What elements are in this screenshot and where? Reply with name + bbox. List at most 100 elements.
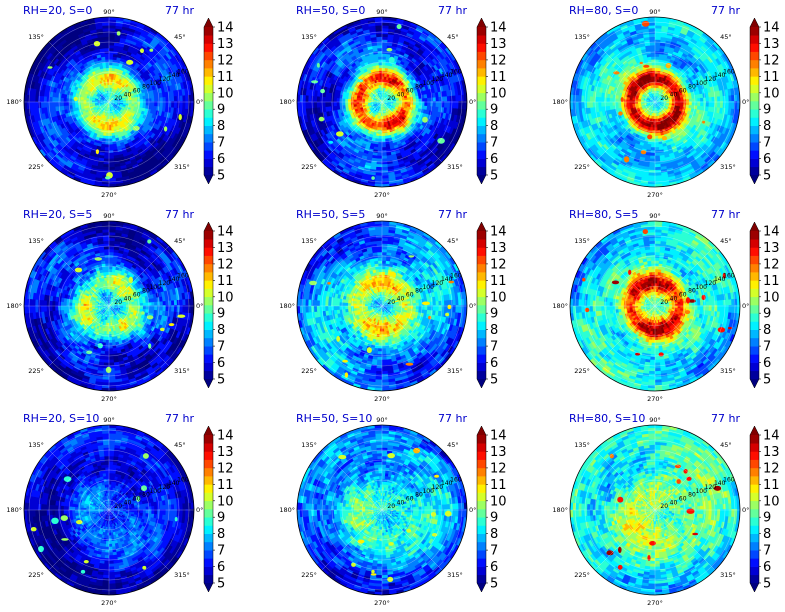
colorbar-tick-label: 13: [763, 37, 780, 52]
colorbar-band: [204, 574, 213, 584]
colorbar-tick-label: 8: [490, 323, 498, 338]
colorbar-tick-label: 12: [217, 53, 234, 68]
colorbar-tick-label: 6: [217, 560, 225, 575]
colorbar-band: [204, 150, 213, 159]
colorbar-tick-label: 13: [217, 241, 234, 256]
colorbar-band: [477, 484, 486, 493]
colorbar-tick-label: 9: [763, 307, 771, 322]
angle-tick-label: 180°: [6, 506, 22, 514]
colorbar-tick-label: 11: [217, 70, 234, 85]
radius-tick-label: 160: [177, 68, 189, 75]
colorbar-band: [477, 541, 486, 551]
angle-tick-label: 315°: [720, 571, 736, 579]
colorbar-extend-min: [477, 175, 486, 184]
colorbar-tick-label: 6: [490, 356, 498, 371]
radius-tick-label: 120: [432, 76, 444, 83]
radius-tick-label: 100: [149, 80, 161, 87]
angle-tick-label: 225°: [28, 163, 44, 171]
colorbar-tick-label: 5: [490, 373, 498, 388]
colorbar-extend-min: [477, 379, 486, 388]
colorbar-tick-label: 6: [763, 560, 771, 575]
radius-tick-label: 160: [450, 68, 462, 75]
colorbar-band: [204, 329, 213, 339]
radius-tick-label: 160: [450, 272, 462, 279]
colorbar-band: [477, 492, 486, 502]
angle-tick-label: 45°: [720, 237, 732, 245]
colorbar-tick-label: 5: [217, 577, 225, 592]
colorbar-tick-label: 5: [490, 577, 498, 592]
colorbar-band: [477, 255, 486, 265]
angle-tick-label: 270°: [101, 395, 117, 403]
angle-tick-label: 90°: [376, 8, 388, 16]
radius-tick-label: 140: [168, 480, 180, 487]
colorbar-band: [750, 255, 759, 265]
colorbar-band: [750, 166, 759, 176]
colorbar-tick-label: 10: [490, 86, 507, 101]
colorbar-band: [204, 492, 213, 502]
colorbar-tick-label: 7: [490, 136, 498, 151]
colorbar-tick-label: 6: [217, 152, 225, 167]
polar-frame: [23, 424, 195, 596]
radius-tick-label: 60: [406, 88, 414, 95]
colorbar-band: [477, 247, 486, 256]
angle-tick-label: 90°: [103, 416, 115, 424]
colorbar-band: [204, 313, 213, 322]
radius-tick-label: 40: [670, 295, 678, 302]
angle-tick-label: 270°: [374, 395, 390, 403]
colorbar-band: [204, 158, 213, 168]
panel-time: 77 hr: [711, 4, 740, 17]
colorbar-tick-label: 8: [490, 527, 498, 542]
colorbar-band: [750, 92, 759, 102]
polar-grid: [24, 17, 194, 187]
colorbar-tick-label: 14: [217, 225, 234, 240]
panel-time: 77 hr: [165, 4, 194, 17]
colorbar-band: [750, 558, 759, 567]
angle-tick-label: 135°: [574, 237, 590, 245]
colorbar-band: [750, 35, 759, 44]
colorbar-extend-min: [750, 583, 759, 592]
colorbar-tick-label: 5: [490, 169, 498, 184]
radius-tick-label: 140: [168, 276, 180, 283]
contour-field: [24, 425, 194, 595]
radius-tick-label: 140: [441, 276, 453, 283]
angle-tick-label: 225°: [301, 163, 317, 171]
colorbar-band: [477, 354, 486, 363]
angle-tick-label: 45°: [720, 441, 732, 449]
angle-tick-label: 135°: [574, 441, 590, 449]
angle-tick-label: 45°: [447, 237, 459, 245]
colorbar-tick-label: 6: [763, 152, 771, 167]
radius-tick-label: 100: [422, 80, 434, 87]
colorbar-band: [204, 451, 213, 460]
colorbar-tick-label: 10: [763, 290, 780, 305]
angle-tick-label: 180°: [279, 506, 295, 514]
colorbar-tick-label: 11: [490, 274, 507, 289]
radius-tick-label: 120: [159, 484, 171, 491]
colorbar-tick-label: 7: [490, 544, 498, 559]
colorbar-tick-label: 7: [763, 544, 771, 559]
colorbar-band: [750, 27, 759, 36]
colorbar-band: [477, 525, 486, 534]
colorbar-tick-label: 13: [217, 37, 234, 52]
radius-tick-label: 80: [688, 492, 696, 499]
panel-time: 77 hr: [165, 208, 194, 221]
angle-tick-label: 315°: [720, 163, 736, 171]
radius-tick-label: 20: [387, 299, 395, 306]
colorbar-band: [477, 459, 486, 469]
colorbar-band: [204, 280, 213, 289]
radius-tick-label: 120: [432, 280, 444, 287]
colorbar-band: [477, 305, 486, 314]
angle-tick-label: 90°: [103, 212, 115, 220]
colorbar-tick-label: 14: [490, 21, 507, 36]
angle-tick-label: 135°: [301, 33, 317, 41]
colorbar-tick-label: 12: [217, 461, 234, 476]
colorbar-band: [477, 158, 486, 168]
angle-tick-label: 180°: [552, 302, 568, 310]
